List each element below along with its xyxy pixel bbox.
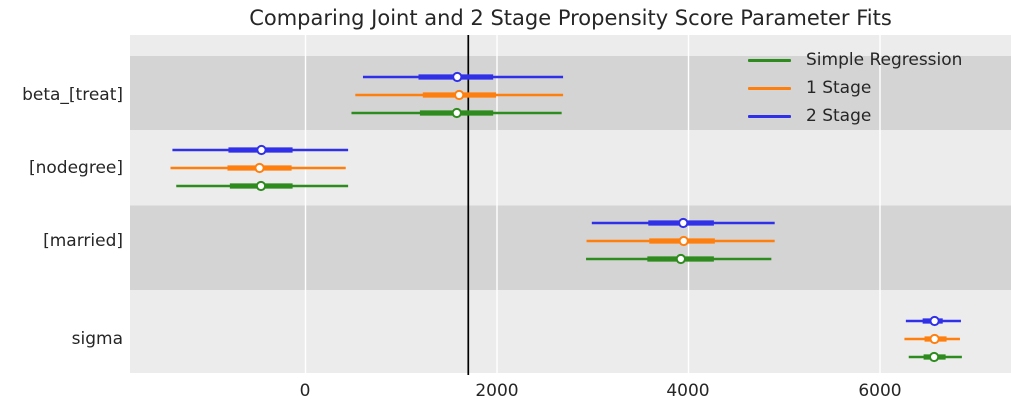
median-marker-2-stage-1: [256, 144, 267, 156]
x-tick-label-2000: 2000: [475, 381, 519, 401]
legend: Simple Regression 1 Stage 2 Stage: [748, 46, 962, 130]
legend-line-sample-green: [748, 58, 791, 62]
row-shading-band-1: [130, 205, 1011, 290]
median-marker-1-stage-0: [454, 89, 465, 101]
legend-label: Simple Regression: [806, 50, 963, 70]
legend-label: 2 Stage: [806, 106, 872, 126]
median-marker-simple-regression-3: [929, 351, 940, 363]
median-marker-1-stage-1: [254, 162, 265, 174]
median-marker-2-stage-2: [678, 217, 689, 229]
median-marker-1-stage-2: [678, 235, 689, 247]
median-marker-2-stage-0: [452, 71, 463, 83]
x-tick-label-0: 0: [299, 381, 311, 401]
y-tick-label-nodegree: [nodegree]: [28, 158, 123, 178]
legend-item-1-stage: 1 Stage: [748, 74, 962, 102]
median-marker-simple-regression-2: [675, 253, 686, 265]
legend-item-2-stage: 2 Stage: [748, 102, 962, 130]
median-marker-2-stage-3: [929, 315, 940, 327]
legend-line-sample-blue: [748, 114, 791, 118]
x-tick-label-6000: 6000: [858, 381, 902, 401]
median-marker-1-stage-3: [929, 333, 940, 345]
median-marker-simple-regression-0: [451, 107, 462, 119]
legend-label: 1 Stage: [806, 78, 872, 98]
x-tick-label-4000: 4000: [666, 381, 710, 401]
legend-item-simple-regression: Simple Regression: [748, 46, 962, 74]
chart-title: Comparing Joint and 2 Stage Propensity S…: [249, 6, 892, 30]
y-tick-label-beta-treat: beta_[treat]: [22, 85, 123, 105]
y-tick-label-sigma: sigma: [71, 329, 123, 349]
y-tick-label-married: [married]: [43, 231, 123, 251]
row-shading-band-0: [130, 56, 1011, 130]
median-marker-simple-regression-1: [255, 180, 267, 192]
legend-line-sample-orange: [748, 86, 791, 90]
